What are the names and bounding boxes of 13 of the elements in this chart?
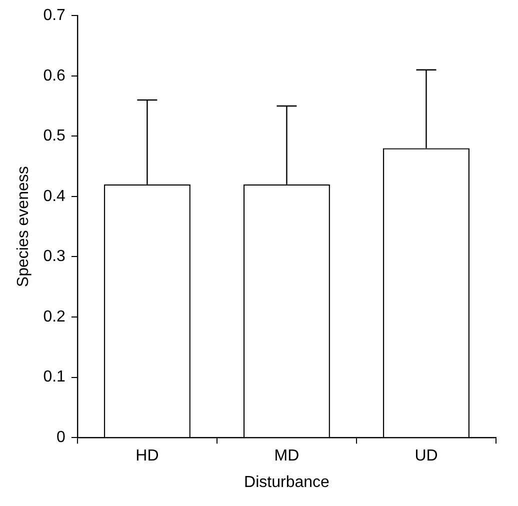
y-axis-title: Species eveness: [15, 166, 32, 288]
y-tick-label: 0: [56, 429, 66, 446]
x-tick-label: HD: [136, 448, 159, 465]
y-tick-label: 0.1: [43, 368, 66, 386]
y-tick-label: 0.4: [43, 188, 66, 205]
x-tick-label: MD: [274, 448, 300, 465]
y-tick-label: 0.6: [43, 67, 66, 84]
x-tick-label: UD: [414, 448, 438, 465]
x-axis-title: Disturbance: [244, 474, 330, 491]
y-tick-label: 0.5: [43, 128, 66, 145]
y-tick-label: 0.2: [43, 308, 66, 326]
y-tick-label: 0.3: [43, 248, 66, 266]
y-tick-label: 0.7: [43, 7, 66, 24]
